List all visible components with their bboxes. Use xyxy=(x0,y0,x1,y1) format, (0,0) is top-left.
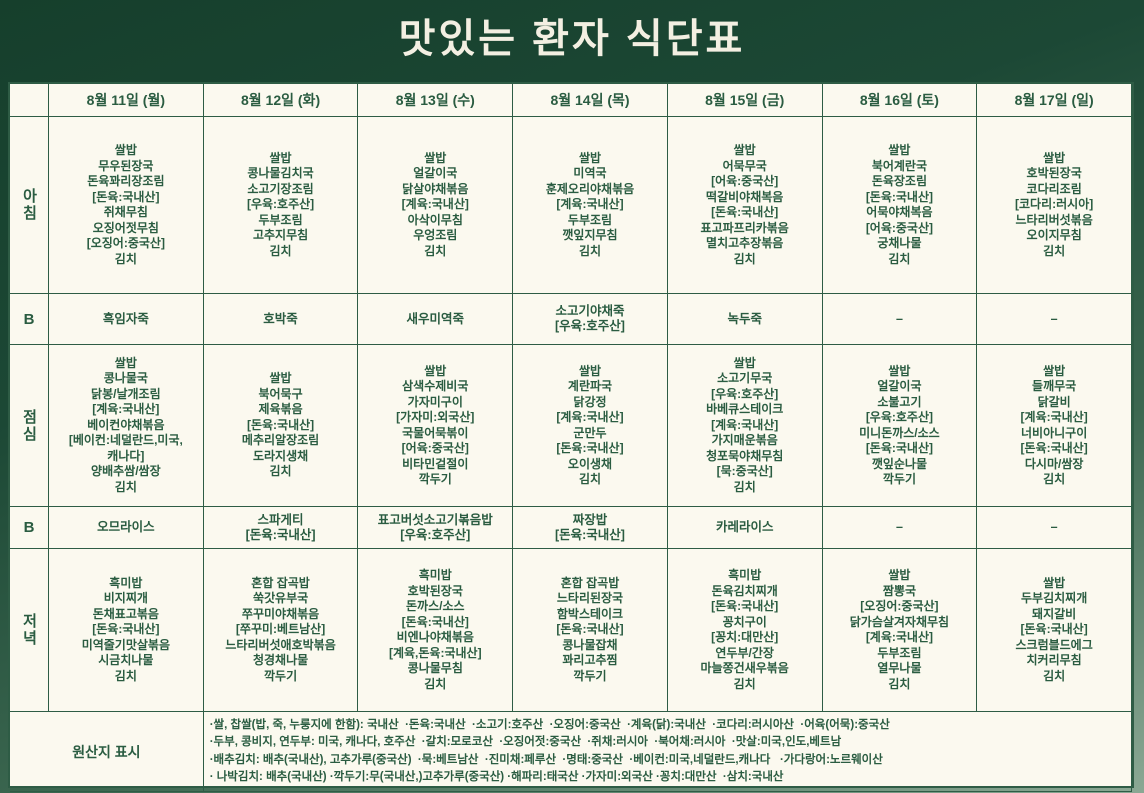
day-header-5: 8월 16일 (토) xyxy=(822,84,978,117)
menu-cell-snack-am-day6: – xyxy=(977,294,1132,345)
origin-line-2: ·배추김치: 배추(국내산), 고추가루(중국산) ·묵:베트남산 ·진미채:페… xyxy=(209,753,883,766)
menu-cell-snack-pm-day4: 카레라이스 xyxy=(667,507,823,549)
menu-cell-snack-pm-day2: 표고버섯소고기볶음밥 [우육:호주산] xyxy=(358,507,514,549)
day-header-6: 8월 17일 (일) xyxy=(977,84,1132,117)
menu-cell-lunch-day1: 쌀밥 북어묵구 제육볶음 [돈육:국내산] 메추리알장조림 도라지생채 김치 xyxy=(203,345,359,507)
row-label-dinner: 저녁 xyxy=(10,549,49,712)
menu-cell-breakfast-day1: 쌀밥 콩나물김치국 소고기장조림 [우육:호주산] 두부조림 고추지무침 김치 xyxy=(203,117,359,294)
meal-table: 8월 11일 (월) 8월 12일 (화) 8월 13일 (수) 8월 14일 (목)… xyxy=(8,82,1134,792)
day-header-0: 8월 11일 (월) xyxy=(49,84,204,117)
menu-cell-breakfast-day4: 쌀밥 어묵무국 [어육:중국산] 떡갈비야채복음 [돈육:국내산] 표고파프리카… xyxy=(667,117,823,294)
menu-cell-snack-am-day3: 소고기야채죽 [우육:호주산] xyxy=(513,294,668,345)
menu-cell-dinner-day6: 쌀밥 두부김치찌개 돼지갈비 [돈육:국내산] 스크럼블드에그 치커리무침 김치 xyxy=(977,549,1132,712)
menu-cell-lunch-day6: 쌀밥 들깨무국 닭갈비 [계육:국내산] 너비아니구이 [돈육:국내산] 다시마… xyxy=(977,345,1132,507)
origin-line-0: ·쌀, 찹쌀(밥, 죽, 누룽지에 한함): 국내산 ·돈육:국내산 ·소고기:… xyxy=(209,718,890,731)
menu-cell-breakfast-day6: 쌀밥 호박된장국 코다리조림 [코다리:러시아] 느타리버섯볶음 오이지무침 김… xyxy=(977,117,1132,294)
menu-cell-snack-am-day4: 녹두죽 xyxy=(667,294,823,345)
menu-cell-breakfast-day3: 쌀밥 미역국 훈제오리야채볶음 [계육:국내산] 두부조림 깻잎지무침 김치 xyxy=(513,117,668,294)
origin-line-3: · 나박김치: 배추(국내산) ·깍두기:무(국내산,)고추가루(중국산) ·해… xyxy=(209,771,784,783)
menu-cell-breakfast-day2: 쌀밥 얼갈이국 닭살야채볶음 [계육:국내산] 아삭이무침 우엉조림 김치 xyxy=(358,117,514,294)
menu-cell-snack-am-day2: 새우미역죽 xyxy=(358,294,514,345)
table-corner-cell xyxy=(10,84,49,117)
row-label-snack-pm: B xyxy=(10,507,49,549)
menu-cell-dinner-day4: 흑미밥 돈육김치찌개 [돈육:국내산] 꽁치구이 [꽁치:대만산] 연두부/간장… xyxy=(667,549,823,712)
origin-content: ·쌀, 찹쌀(밥, 죽, 누룽지에 한함): 국내산 ·돈육:국내산 ·소고기:… xyxy=(203,712,1132,792)
menu-cell-dinner-day1: 혼합 잡곡밥 쑥갓유부국 쭈꾸미야채볶음 [쭈꾸미:베트남산] 느타리버섯애호박… xyxy=(203,549,359,712)
menu-cell-dinner-day2: 흑미밥 호박된장국 돈까스/소스 [돈육:국내산] 비엔나야채볶음 [계육,돈육… xyxy=(358,549,514,712)
menu-cell-breakfast-day5: 쌀밥 북어계란국 돈육장조림 [돈육:국내산] 어묵야채복음 [어육:중국산] … xyxy=(822,117,978,294)
row-label-lunch: 점심 xyxy=(10,345,49,507)
day-header-3: 8월 14일 (목) xyxy=(513,84,668,117)
menu-cell-snack-pm-day3: 짜장밥 [돈육:국내산] xyxy=(513,507,668,549)
origin-line-1: ·두부, 콩비지, 연두부: 미국, 캐나다, 호주산 ·갈치:모로코산 ·오징… xyxy=(209,736,842,748)
menu-cell-dinner-day3: 혼합 잡곡밥 느타리된장국 함박스테이크 [돈육:국내산] 콩나물잡채 꽈리고추… xyxy=(513,549,668,712)
menu-cell-lunch-day4: 쌀밥 소고기무국 [우육:호주산] 바베큐스테이크 [계육:국내산] 가지매운볶… xyxy=(667,345,823,507)
page-title: 맛있는 환자 식단표 xyxy=(398,17,746,61)
menu-cell-lunch-day5: 쌀밥 얼갈이국 소불고기 [우육:호주산] 미니돈까스/소스 [돈육:국내산] … xyxy=(822,345,978,507)
row-label-snack-am: B xyxy=(10,294,49,345)
menu-cell-snack-am-day5: – xyxy=(822,294,978,345)
day-header-2: 8월 13일 (수) xyxy=(358,84,514,117)
menu-cell-snack-pm-day5: – xyxy=(822,507,978,549)
menu-cell-snack-am-day0: 흑임자죽 xyxy=(49,294,204,345)
menu-cell-snack-pm-day1: 스파게티 [돈육:국내산] xyxy=(203,507,359,549)
menu-cell-lunch-day0: 쌀밥 콩나물국 닭봉/날개조림 [계육:국내산] 베이컨야채볶음 [베이컨:네덜… xyxy=(49,345,204,507)
menu-cell-snack-pm-day6: – xyxy=(977,507,1132,549)
menu-cell-dinner-day0: 흑미밥 비지찌개 돈채표고볶음 [돈육:국내산] 미역줄기맛살볶음 시금치나물 … xyxy=(49,549,204,712)
menu-cell-snack-pm-day0: 오므라이스 xyxy=(49,507,204,549)
menu-cell-breakfast-day0: 쌀밥 무우된장국 돈육꽈리장조림 [돈육:국내산] 쥐채무침 오징어젓무침 [오… xyxy=(49,117,204,294)
day-header-4: 8월 15일 (금) xyxy=(667,84,823,117)
menu-cell-snack-am-day1: 호박죽 xyxy=(203,294,359,345)
menu-cell-lunch-day3: 쌀밥 계란파국 닭강정 [계육:국내산] 군만두 [돈육:국내산] 오이생채 김… xyxy=(513,345,668,507)
menu-cell-lunch-day2: 쌀밥 삼색수제비국 가자미구이 [가자미:외국산] 국물어묵볶이 [어육:중국산… xyxy=(358,345,514,507)
menu-cell-dinner-day5: 쌀밥 짬뽕국 [오징어:중국산] 닭가슴살겨자채무침 [계육:국내산] 두부조림… xyxy=(822,549,978,712)
origin-row-label: 원산지 표시 xyxy=(10,712,204,792)
row-label-breakfast: 아침 xyxy=(10,117,49,294)
day-header-1: 8월 12일 (화) xyxy=(203,84,359,117)
